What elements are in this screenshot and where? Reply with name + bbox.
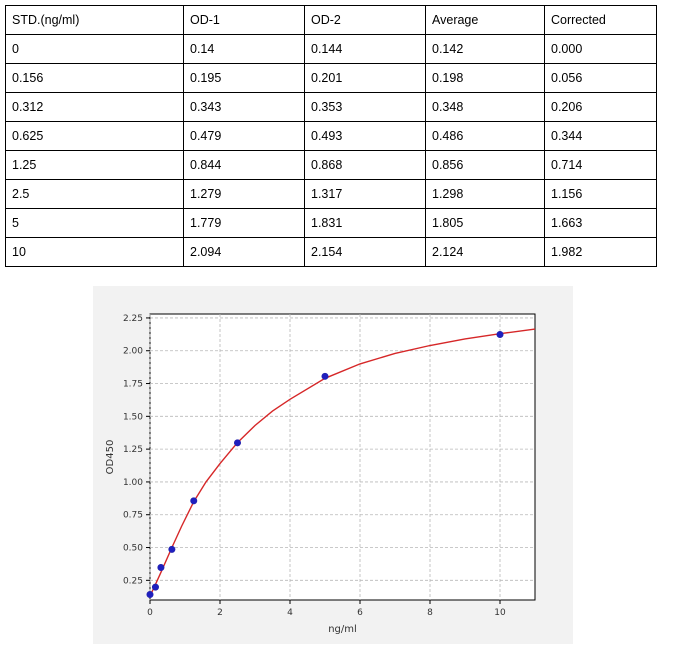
table-cell: 0.198 [425, 63, 545, 93]
x-tick-label: 0 [147, 608, 153, 618]
table-cell: 1.25 [5, 150, 184, 180]
table-row: 5 1.779 1.831 1.805 1.663 [5, 208, 657, 238]
table-header-cell: STD.(ng/ml) [5, 5, 184, 35]
table-row: 0.156 0.195 0.201 0.198 0.056 [5, 63, 657, 93]
table-cell: 0.201 [304, 63, 426, 93]
table-cell: 0.348 [425, 92, 545, 122]
data-point [157, 563, 165, 571]
plot-area [149, 313, 536, 601]
table-cell: 0.493 [304, 121, 426, 151]
table-row: 1.25 0.844 0.868 0.856 0.714 [5, 150, 657, 180]
table-cell: 1.982 [544, 237, 657, 267]
table-cell: 0.844 [183, 150, 305, 180]
standard-curve-chart: 0 2 4 6 8 10 0.25 0.50 0.75 1.00 1.25 1.50 1.75 2.00 2… [93, 286, 573, 644]
table-cell: 1.663 [544, 208, 657, 238]
table-cell: 5 [5, 208, 184, 238]
table-cell: 1.279 [183, 179, 305, 209]
table-cell: 1.831 [304, 208, 426, 238]
y-tick-label: 2.25 [123, 314, 143, 324]
table-cell: 0.343 [183, 92, 305, 122]
table-cell: 2.124 [425, 237, 545, 267]
table-cell: 0.714 [544, 150, 657, 180]
table-row: 0.625 0.479 0.493 0.486 0.344 [5, 121, 657, 151]
table-cell: 0.000 [544, 34, 657, 64]
table-row: 0.312 0.343 0.353 0.348 0.206 [5, 92, 657, 122]
table-cell: 0.312 [5, 92, 184, 122]
data-point [234, 439, 242, 447]
x-tick-label: 6 [357, 608, 363, 618]
table-cell: 1.298 [425, 179, 545, 209]
table-cell: 1.805 [425, 208, 545, 238]
table-cell: 0.625 [5, 121, 184, 151]
table-header-cell: Average [425, 5, 545, 35]
x-tick-label: 8 [427, 608, 433, 618]
y-tick-label: 0.25 [123, 576, 143, 586]
table-cell: 0.156 [5, 63, 184, 93]
y-tick-label: 1.25 [123, 445, 143, 455]
y-tick-label: 1.00 [123, 478, 143, 488]
data-point [496, 330, 504, 338]
table-cell: 0.856 [425, 150, 545, 180]
table-row: 10 2.094 2.154 2.124 1.982 [5, 237, 657, 267]
y-axis-title: OD450 [105, 440, 116, 475]
table-cell: 0.14 [183, 34, 305, 64]
data-point [190, 497, 198, 505]
data-point [168, 545, 176, 553]
table-cell: 0.142 [425, 34, 545, 64]
table-row: 0 0.14 0.144 0.142 0.000 [5, 34, 657, 64]
table-header-cell: Corrected [544, 5, 657, 35]
table-cell: 10 [5, 237, 184, 267]
chart-svg: 0 2 4 6 8 10 0.25 0.50 0.75 1.00 1.25 1.50 1.75 2.00 2… [105, 313, 536, 635]
table-cell: 0.868 [304, 150, 426, 180]
table-header-cell: OD-1 [183, 5, 305, 35]
table-cell: 0.479 [183, 121, 305, 151]
table-header-cell: OD-2 [304, 5, 426, 35]
y-tick-label: 2.00 [123, 347, 143, 357]
table-cell: 0.344 [544, 121, 657, 151]
y-tick-label: 0.75 [123, 511, 143, 521]
data-point [146, 590, 154, 598]
table-cell: 2.154 [304, 237, 426, 267]
table-cell: 0.056 [544, 63, 657, 93]
table-cell: 1.779 [183, 208, 305, 238]
table-cell: 0.486 [425, 121, 545, 151]
table-cell: 0 [5, 34, 184, 64]
x-axis-title: ng/ml [328, 624, 357, 635]
y-tick-label: 1.50 [123, 412, 143, 422]
table-cell: 1.317 [304, 179, 426, 209]
table-cell: 2.094 [183, 237, 305, 267]
data-point [321, 372, 329, 380]
x-tick-label: 4 [287, 608, 293, 618]
table-cell: 0.144 [304, 34, 426, 64]
table-cell: 1.156 [544, 179, 657, 209]
table-cell: 0.353 [304, 92, 426, 122]
x-tick-label: 10 [494, 608, 506, 618]
table-header-row: STD.(ng/ml) OD-1 OD-2 Average Corrected [5, 5, 657, 35]
standard-curve-table: STD.(ng/ml) OD-1 OD-2 Average Corrected 0 0.14… [5, 5, 657, 267]
table-row: 2.5 1.279 1.317 1.298 1.156 [5, 179, 657, 209]
data-point [151, 583, 159, 591]
y-tick-label: 1.75 [123, 380, 143, 390]
y-tick-label: 0.50 [123, 544, 143, 554]
x-tick-label: 2 [217, 608, 223, 618]
table-cell: 0.206 [544, 92, 657, 122]
table-cell: 0.195 [183, 63, 305, 93]
table-cell: 2.5 [5, 179, 184, 209]
